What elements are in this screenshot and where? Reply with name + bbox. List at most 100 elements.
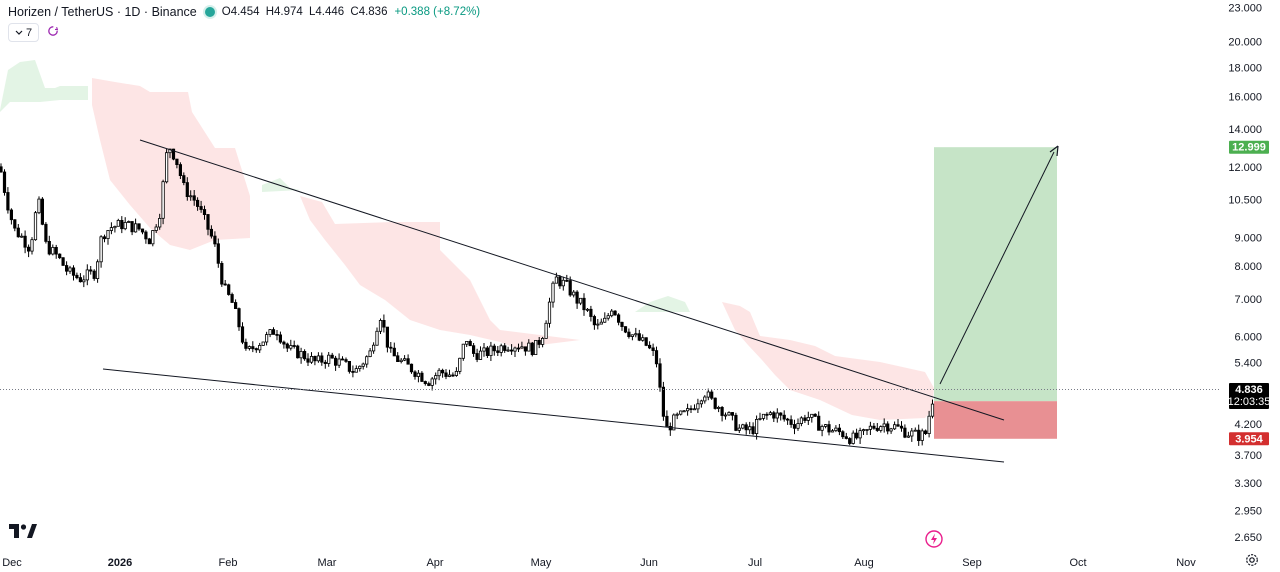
time-axis[interactable]: Dec 2026 Feb Mar Apr May Jun Jul Aug Sep Oct Nov xyxy=(2,557,1196,569)
candle-body-down xyxy=(654,350,659,365)
profit-zone[interactable] xyxy=(934,147,1057,402)
candle-body-down xyxy=(130,221,134,233)
candle-body-down xyxy=(278,334,283,343)
flash-icon[interactable] xyxy=(925,530,943,548)
tradingview-logo-icon[interactable] xyxy=(9,523,37,539)
countdown-label: 12:03:35 xyxy=(1228,396,1271,408)
candle xyxy=(78,273,82,283)
candle-body-up xyxy=(806,416,810,421)
candle-body-down xyxy=(713,397,717,409)
cloud-segment-1 xyxy=(92,78,250,250)
candle-body-down xyxy=(582,297,586,311)
time-tick-label: 2026 xyxy=(108,557,132,569)
candle-body-down xyxy=(451,374,455,377)
price-tick-label: 7.000 xyxy=(1234,294,1262,306)
candle xyxy=(13,219,17,232)
candle xyxy=(768,410,773,416)
candle-body-down xyxy=(689,408,693,411)
candle-body-up xyxy=(430,378,434,386)
candle-body-up xyxy=(337,358,341,366)
candle-body-up xyxy=(634,333,638,336)
candle-body-down xyxy=(306,358,310,363)
candle xyxy=(154,224,158,233)
refresh-icon[interactable] xyxy=(47,25,59,37)
price-tick-label: 23.000 xyxy=(1228,2,1262,14)
candle xyxy=(682,410,686,413)
price-tick-label: 2.950 xyxy=(1234,506,1262,518)
upper-trendline[interactable] xyxy=(139,139,1005,421)
candle-body-down xyxy=(302,350,307,360)
candle-body-down xyxy=(813,413,817,417)
candle xyxy=(623,326,628,334)
time-tick-label: Apr xyxy=(426,557,443,569)
candle xyxy=(661,381,666,421)
candle-body-down xyxy=(734,414,738,431)
candle xyxy=(634,327,638,338)
candle-body-down xyxy=(786,418,790,421)
candle xyxy=(468,339,472,347)
candle xyxy=(672,413,676,431)
stop-price-badge-bg xyxy=(1229,432,1269,446)
candle xyxy=(882,418,886,433)
price-axis[interactable]: 23.000 20.000 18.000 16.000 14.000 12.000 10.5… xyxy=(1228,2,1271,543)
candle xyxy=(120,216,124,234)
candle-body-down xyxy=(78,277,82,283)
chevron-down-icon xyxy=(15,30,23,35)
candle xyxy=(741,423,745,430)
candle xyxy=(610,309,614,318)
loss-zone[interactable] xyxy=(934,401,1057,439)
candle xyxy=(834,425,838,433)
candle-body-down xyxy=(409,363,414,373)
candle-body-up xyxy=(354,368,358,373)
indicators-toggle-button[interactable]: 7 xyxy=(8,23,40,42)
candle xyxy=(651,343,655,356)
candle-body-up xyxy=(247,346,251,349)
settings-gear-icon[interactable] xyxy=(1245,553,1259,567)
candle xyxy=(879,425,883,433)
candle xyxy=(20,233,24,238)
candle-body-down xyxy=(782,414,786,420)
candle xyxy=(189,190,193,201)
candle xyxy=(206,214,210,236)
candle xyxy=(320,352,324,366)
candle-body-down xyxy=(841,431,845,438)
trendlines[interactable] xyxy=(0,139,1220,463)
candle-body-down xyxy=(347,360,352,372)
candle xyxy=(6,187,10,214)
ohlc-close-key: C xyxy=(350,6,359,18)
candle-body-down xyxy=(240,326,245,343)
candle xyxy=(744,422,748,435)
candle-body-down xyxy=(648,344,652,349)
candle-body-up xyxy=(261,341,265,346)
last-price-badge-bg xyxy=(1229,383,1269,409)
long-position-tool[interactable] xyxy=(934,147,1057,439)
candle-body-up xyxy=(761,413,766,419)
last-price-badge: 4.836 xyxy=(1235,384,1263,396)
time-tick-label: Dec xyxy=(2,557,22,569)
projection-arrow-head xyxy=(1049,145,1059,157)
candle-body-up xyxy=(289,345,293,349)
candle xyxy=(513,346,517,357)
candle-body-up xyxy=(858,430,862,439)
candle xyxy=(792,419,797,435)
lower-trendline[interactable] xyxy=(102,368,1005,463)
candle xyxy=(161,179,165,225)
time-tick-label: Aug xyxy=(854,557,874,569)
candle-body-down xyxy=(392,347,396,357)
candle-body-up xyxy=(85,269,89,281)
candle-body-down xyxy=(199,206,203,210)
candle xyxy=(492,343,496,356)
candle xyxy=(582,293,586,316)
candle xyxy=(848,437,852,446)
candle-body-down xyxy=(144,231,148,240)
projection-arrow-line[interactable] xyxy=(939,151,1055,385)
candle-body-down xyxy=(89,269,93,272)
candle xyxy=(558,275,562,289)
candle-body-down xyxy=(827,424,831,433)
symbol-title[interactable]: Horizen / TetherUS · 1D · Binance xyxy=(8,5,197,19)
candle xyxy=(309,352,314,364)
candle xyxy=(354,365,358,373)
candle-body-up xyxy=(755,418,759,434)
candle xyxy=(844,432,848,440)
